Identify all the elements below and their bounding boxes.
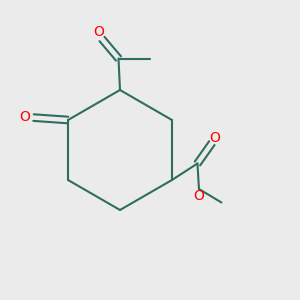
Text: O: O [20, 110, 31, 124]
Text: O: O [93, 26, 104, 39]
Text: O: O [194, 189, 204, 202]
Text: O: O [209, 131, 220, 145]
